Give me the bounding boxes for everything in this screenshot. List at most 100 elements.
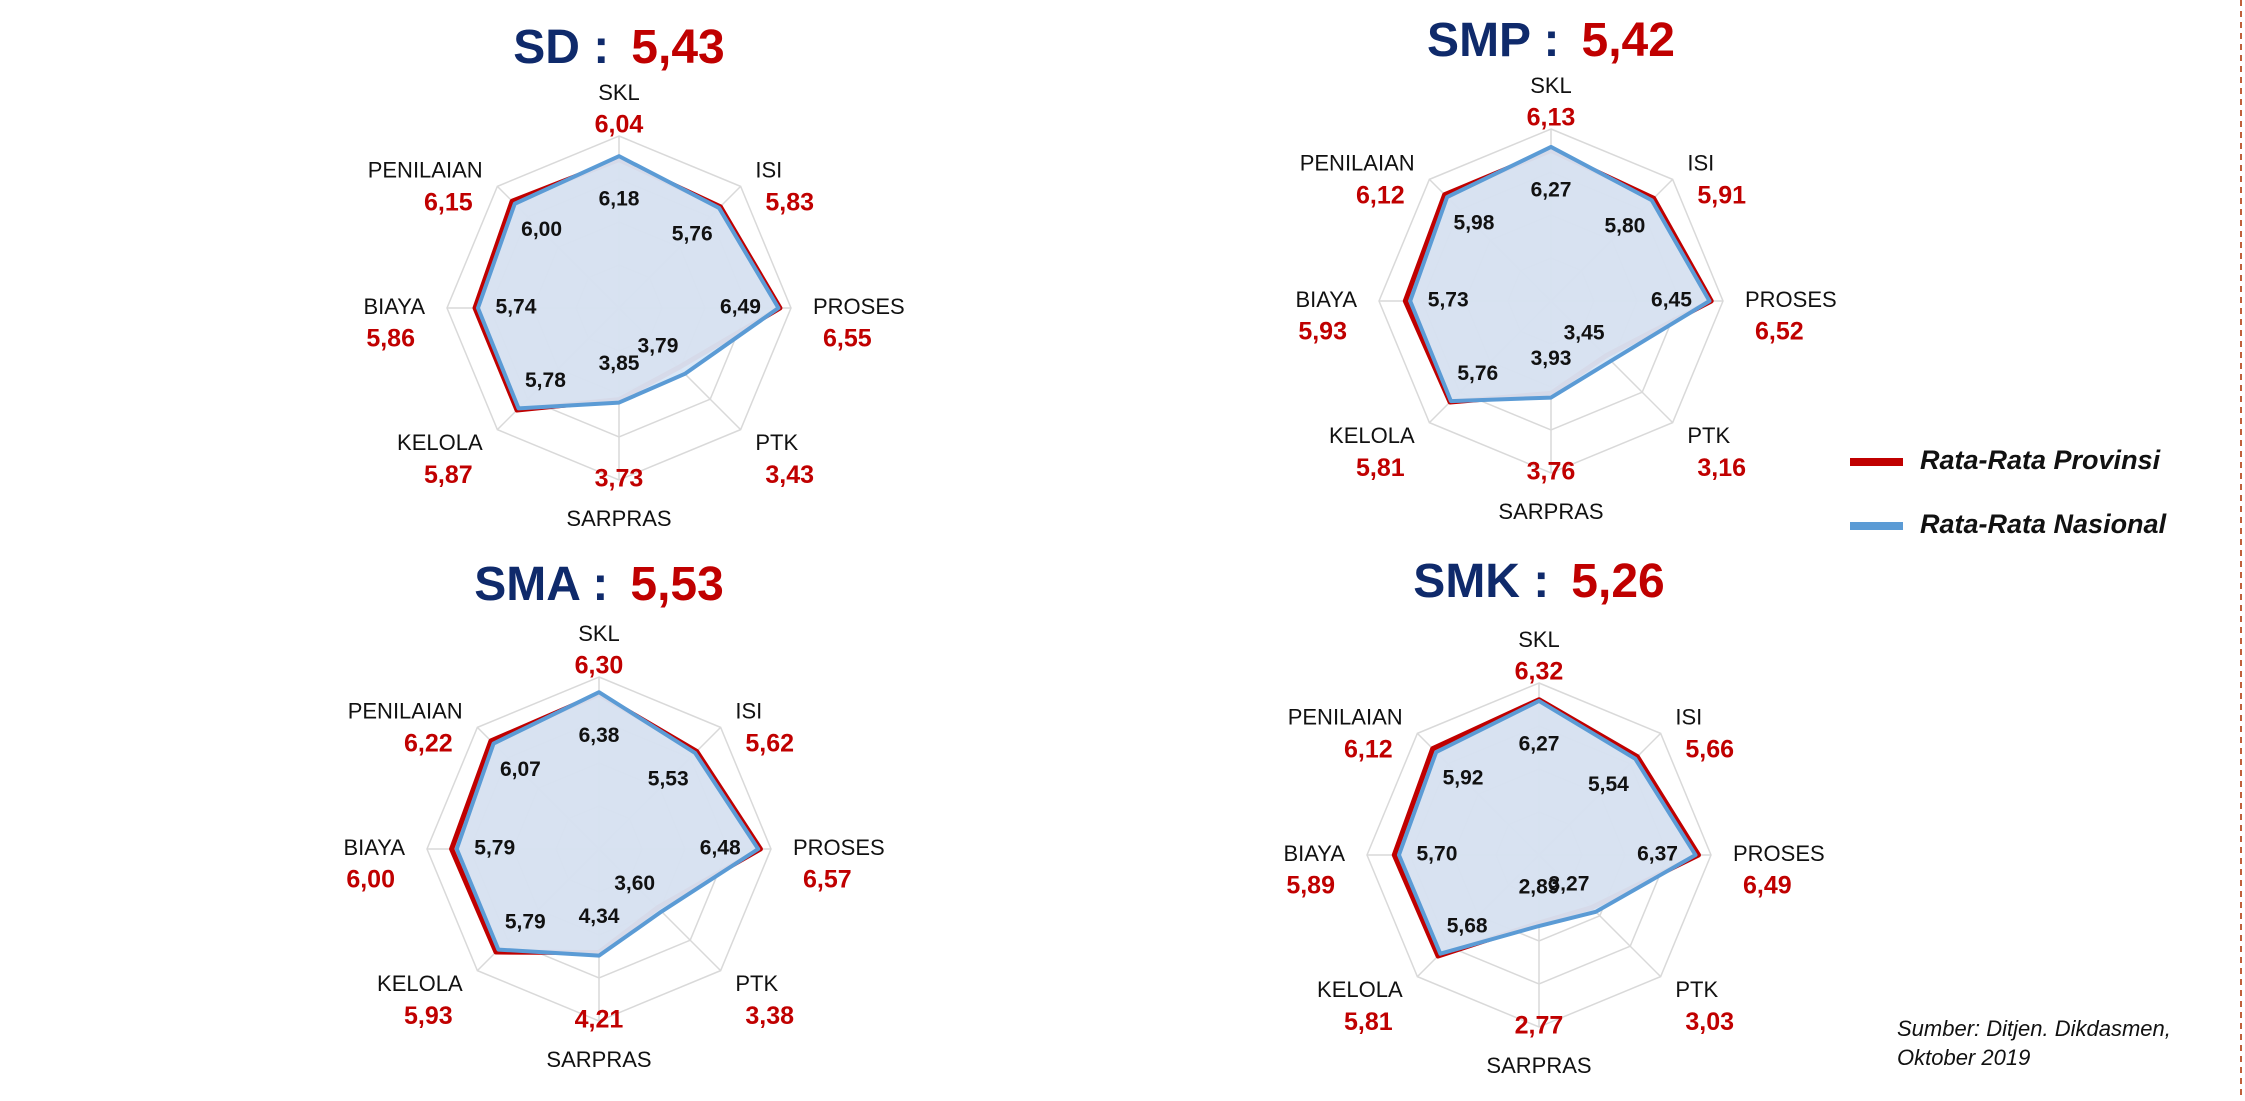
value-label: 5,74 — [496, 296, 537, 319]
category-label: KELOLA — [377, 971, 463, 996]
category-label: PENILAIAN — [1300, 150, 1415, 175]
value-label: 5,54 — [1588, 773, 1629, 796]
category-label: PROSES — [813, 294, 905, 319]
category-label: KELOLA — [1329, 423, 1415, 448]
category-label: PTK — [735, 971, 778, 996]
value-label: 5,68 — [1447, 914, 1488, 937]
value-label: 5,91 — [1697, 181, 1746, 209]
category-label: ISI — [755, 157, 782, 182]
value-label: 3,73 — [595, 465, 644, 493]
legend-label: Rata-Rata Nasional — [1920, 509, 2167, 539]
value-label: 6,52 — [1755, 318, 1804, 346]
category-label: PENILAIAN — [1288, 704, 1403, 729]
category-label: BIAYA — [1295, 287, 1357, 312]
value-label: 6,12 — [1344, 735, 1393, 763]
value-label: 5,79 — [505, 910, 546, 933]
category-label: SKL — [598, 80, 640, 105]
value-label: 6,00 — [346, 866, 395, 894]
value-label: 3,38 — [745, 1002, 794, 1030]
category-label: PENILAIAN — [368, 157, 483, 182]
value-label: 4,21 — [575, 1006, 624, 1034]
value-label: 4,34 — [579, 905, 620, 928]
value-label: 2,89 — [1519, 876, 1560, 899]
series-area — [475, 154, 781, 411]
category-label: PROSES — [1733, 841, 1825, 866]
chart-title: SMA : 5,53 — [474, 558, 724, 611]
value-label: 3,43 — [765, 461, 814, 489]
chart-title-name: SD : — [513, 21, 609, 74]
chart-title: SMP : 5,42 — [1427, 14, 1675, 67]
category-label: BIAYA — [363, 294, 425, 319]
value-label: 5,93 — [404, 1002, 453, 1030]
value-label: 2,77 — [1515, 1012, 1564, 1040]
value-label: 6,07 — [500, 758, 541, 781]
value-label: 5,62 — [745, 729, 794, 757]
value-label: 5,79 — [474, 837, 515, 860]
value-label: 3,03 — [1685, 1008, 1734, 1036]
value-label: 3,27 — [1549, 872, 1590, 895]
series-area — [1396, 698, 1698, 956]
value-label: 3,93 — [1531, 347, 1572, 370]
value-label: 6,48 — [700, 837, 741, 860]
source: Oktober 2019 — [1897, 1045, 2030, 1070]
category-label: SARPRAS — [1498, 499, 1603, 524]
value-label: 6,12 — [1356, 181, 1405, 209]
value-label: 6,18 — [599, 188, 640, 211]
value-label: 5,81 — [1356, 454, 1405, 482]
value-label: 6,57 — [803, 866, 852, 894]
chart-title: SD : 5,43 — [513, 21, 724, 74]
value-label: 6,27 — [1531, 178, 1572, 201]
category-label: KELOLA — [397, 430, 483, 455]
value-label: 5,53 — [648, 767, 689, 790]
chart-title-name: SMK : — [1413, 555, 1549, 608]
value-label: 5,78 — [525, 369, 566, 392]
category-label: SARPRAS — [1486, 1053, 1591, 1078]
value-label: 6,27 — [1519, 732, 1560, 755]
legend-label: Rata-Rata Provinsi — [1920, 445, 2161, 475]
value-label: 3,16 — [1697, 454, 1746, 482]
value-label: 5,76 — [1457, 362, 1498, 385]
value-label: 6,37 — [1637, 843, 1678, 866]
value-label: 6,30 — [575, 652, 624, 680]
value-label: 6,32 — [1515, 658, 1564, 686]
value-label: 6,04 — [595, 111, 644, 139]
category-label: PROSES — [1745, 287, 1837, 312]
value-label: 3,85 — [599, 352, 640, 375]
value-label: 5,87 — [424, 461, 473, 489]
series-area — [454, 690, 761, 958]
category-label: SARPRAS — [546, 1047, 651, 1072]
category-label: PENILAIAN — [348, 698, 463, 723]
category-label: SKL — [1518, 627, 1560, 652]
category-label: ISI — [1675, 704, 1702, 729]
value-label: 6,00 — [521, 218, 562, 241]
value-label: 5,93 — [1298, 318, 1347, 346]
value-label: 6,22 — [404, 729, 453, 757]
value-label: 6,55 — [823, 325, 872, 353]
value-label: 6,45 — [1651, 289, 1692, 312]
value-label: 5,66 — [1685, 735, 1734, 763]
category-label: ISI — [735, 698, 762, 723]
category-label: SARPRAS — [566, 506, 671, 531]
value-label: 6,49 — [720, 296, 761, 319]
chart-title-name: SMA : — [474, 558, 608, 611]
category-label: BIAYA — [343, 835, 405, 860]
value-label: 5,81 — [1344, 1008, 1393, 1036]
chart-score: 5,43 — [631, 21, 724, 74]
value-label: 5,86 — [366, 325, 415, 353]
category-label: BIAYA — [1283, 841, 1345, 866]
value-label: 5,70 — [1417, 843, 1458, 866]
value-label: 6,38 — [579, 724, 620, 747]
category-label: PTK — [1675, 977, 1718, 1002]
category-label: KELOLA — [1317, 977, 1403, 1002]
value-label: 5,98 — [1454, 212, 1495, 235]
value-label: 3,79 — [638, 335, 679, 358]
value-label: 5,80 — [1604, 215, 1645, 238]
category-label: SKL — [578, 621, 620, 646]
value-label: 3,60 — [614, 872, 655, 895]
value-label: 5,92 — [1443, 767, 1484, 790]
category-label: PTK — [1687, 423, 1730, 448]
value-label: 6,49 — [1743, 872, 1792, 900]
chart-score: 5,53 — [630, 558, 723, 611]
